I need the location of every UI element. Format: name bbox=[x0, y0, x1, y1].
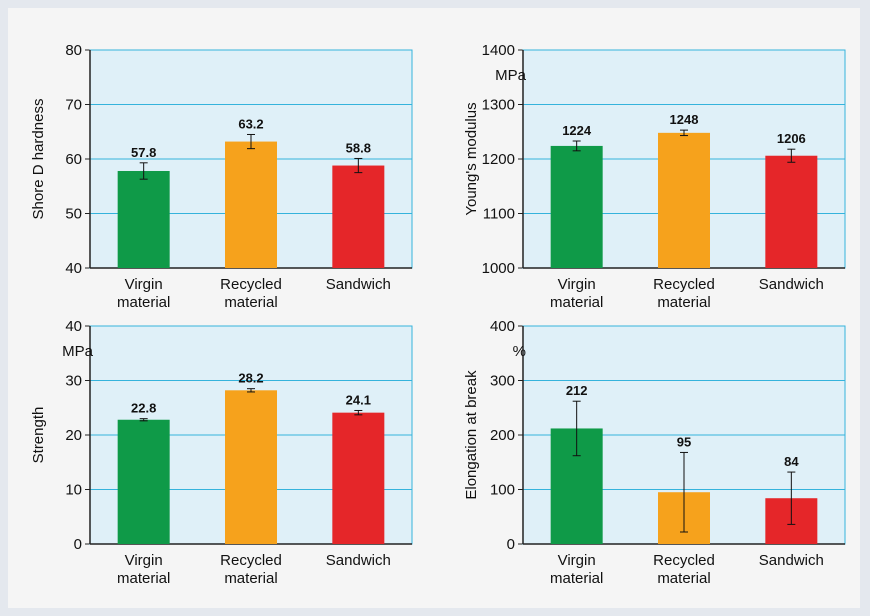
bar bbox=[658, 132, 710, 268]
x-category-label: Virgin bbox=[558, 552, 596, 569]
data-label: 58.8 bbox=[346, 140, 371, 155]
y-tick-label: 1100 bbox=[483, 206, 515, 223]
bar bbox=[225, 141, 277, 268]
y-axis-label: Elongation at break bbox=[463, 370, 480, 500]
y-axis-label: Shore D hardness bbox=[30, 99, 47, 220]
data-label: 95 bbox=[677, 434, 691, 449]
y-tick-label: 70 bbox=[65, 97, 82, 114]
y-tick-label: 50 bbox=[65, 206, 82, 223]
y-tick-label: 1000 bbox=[482, 260, 515, 277]
bar bbox=[332, 165, 385, 268]
bar bbox=[117, 419, 170, 544]
y-tick-label: 10 bbox=[65, 482, 82, 499]
chart-panel-1: 1000 1100 1200 1300 1400 Young's modulus MPa 12… bbox=[463, 42, 846, 311]
x-category-label: Sandwich bbox=[326, 552, 391, 569]
figure: 40 50 60 70 80 Shore D hardness 57.8 Virgin mate… bbox=[8, 8, 860, 608]
x-category-label: material bbox=[117, 570, 170, 587]
x-category-label: Virgin bbox=[558, 276, 596, 293]
data-label: 212 bbox=[566, 383, 588, 398]
x-category-label: material bbox=[224, 570, 277, 587]
data-label: 1224 bbox=[562, 123, 592, 138]
x-category-label: Sandwich bbox=[759, 552, 824, 569]
data-label: 84 bbox=[784, 454, 799, 469]
y-tick-label: 200 bbox=[490, 427, 515, 444]
y-unit-label: MPa bbox=[62, 343, 94, 360]
y-tick-label: 1300 bbox=[482, 97, 515, 114]
y-tick-label: 100 bbox=[490, 482, 515, 499]
y-tick-label: 1200 bbox=[482, 151, 515, 168]
y-tick-label: 20 bbox=[65, 427, 82, 444]
bar bbox=[765, 155, 818, 268]
x-category-label: Sandwich bbox=[326, 276, 391, 293]
x-category-label: Recycled bbox=[220, 276, 282, 293]
y-tick-label: 30 bbox=[65, 373, 82, 390]
x-category-label: material bbox=[657, 294, 710, 311]
y-tick-label: 1400 bbox=[482, 42, 515, 59]
y-axis-label: Strength bbox=[30, 407, 47, 464]
chart-panel-3: 0 100 200 300 400 Elongation at break% 212 Virg… bbox=[463, 318, 846, 587]
x-category-label: Recycled bbox=[653, 276, 715, 293]
y-tick-label: 0 bbox=[507, 536, 515, 553]
data-label: 63.2 bbox=[238, 116, 263, 131]
y-tick-label: 80 bbox=[65, 42, 82, 59]
data-label: 24.1 bbox=[346, 392, 371, 407]
data-label: 1248 bbox=[670, 112, 699, 127]
x-category-label: Virgin bbox=[125, 276, 163, 293]
x-category-label: Recycled bbox=[653, 552, 715, 569]
x-category-label: material bbox=[550, 570, 603, 587]
bar bbox=[332, 412, 385, 544]
y-tick-label: 40 bbox=[65, 318, 82, 335]
x-category-label: material bbox=[550, 294, 603, 311]
y-tick-label: 400 bbox=[490, 318, 515, 335]
x-category-label: Recycled bbox=[220, 552, 282, 569]
bar bbox=[550, 145, 603, 268]
y-axis-label: Young's modulus bbox=[463, 102, 480, 215]
data-label: 28.2 bbox=[238, 371, 263, 386]
data-label: 1206 bbox=[777, 131, 806, 146]
chart-panel-2: 010203040StrengthMPa22.8Virginmaterial28… bbox=[30, 318, 413, 587]
data-label: 57.8 bbox=[131, 145, 156, 160]
x-category-label: material bbox=[117, 294, 170, 311]
y-tick-label: 0 bbox=[74, 536, 82, 553]
y-tick-label: 60 bbox=[65, 151, 82, 168]
bar bbox=[117, 170, 170, 268]
x-category-label: Virgin bbox=[125, 552, 163, 569]
x-category-label: material bbox=[224, 294, 277, 311]
x-category-label: Sandwich bbox=[759, 276, 824, 293]
x-category-label: material bbox=[657, 570, 710, 587]
y-tick-label: 300 bbox=[490, 373, 515, 390]
y-unit-label: MPa bbox=[495, 67, 527, 84]
y-unit-label: % bbox=[513, 343, 526, 360]
y-tick-label: 40 bbox=[65, 260, 82, 277]
bar bbox=[225, 390, 277, 544]
data-label: 22.8 bbox=[131, 401, 156, 416]
